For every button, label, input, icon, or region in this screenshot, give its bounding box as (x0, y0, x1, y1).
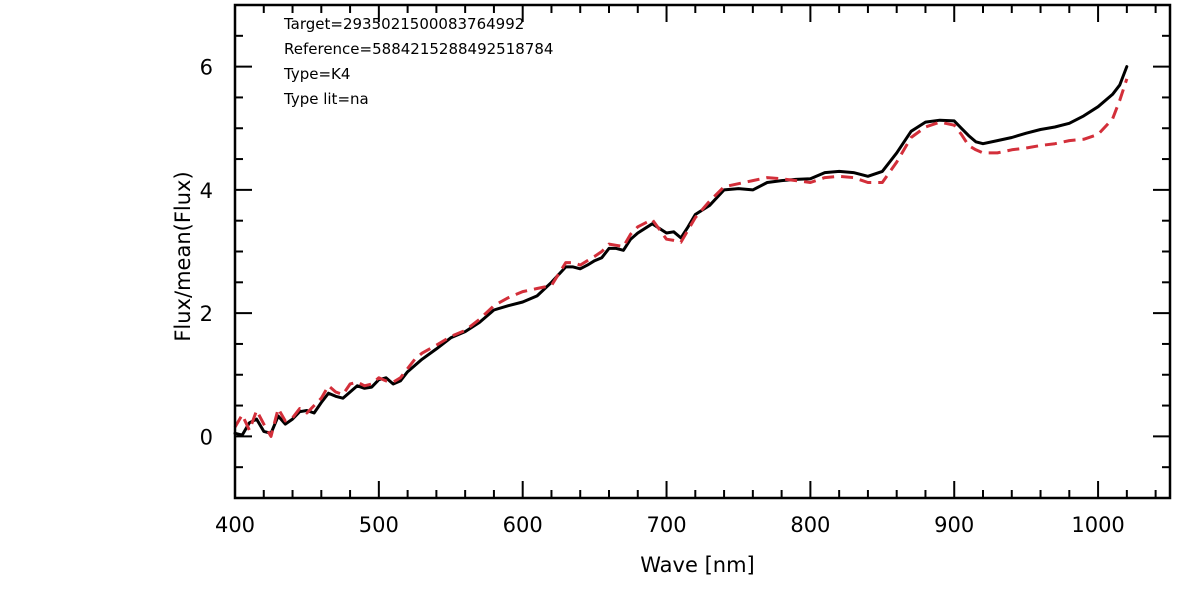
x-tick-label: 1000 (1071, 513, 1124, 537)
x-tick-label: 900 (934, 513, 974, 537)
series-layer (233, 65, 1129, 438)
reference-spectrum-line (233, 78, 1129, 438)
plot-frame (233, 3, 1172, 500)
annotation-line: Type lit=na (283, 90, 369, 108)
y-axis-label: Flux/mean(Flux) (171, 171, 195, 341)
x-tick-label: 600 (503, 513, 543, 537)
x-tick-label: 400 (215, 513, 255, 537)
y-tick-label: 4 (200, 179, 213, 203)
annotation-line: Target=2935021500083764992 (283, 15, 524, 33)
annotation-line: Type=K4 (283, 65, 350, 83)
x-tick-label: 800 (790, 513, 830, 537)
target-spectrum-line (233, 65, 1129, 437)
y-tick-label: 6 (200, 56, 213, 80)
axes-layer (233, 3, 1172, 500)
y-tick-label: 0 (200, 425, 213, 449)
x-tick-label: 500 (359, 513, 399, 537)
x-tick-label: 700 (646, 513, 686, 537)
annotations-layer: Target=2935021500083764992 Reference=5884… (283, 15, 553, 108)
ticks-layer (234, 4, 1170, 499)
annotation-line: Reference=5884215288492518784 (284, 40, 553, 58)
y-tick-label: 2 (200, 302, 213, 326)
tick-labels-layer: 400 500 600 700 800 900 1000 0 2 4 6 (200, 56, 1125, 537)
x-axis-label: Wave [nm] (640, 553, 754, 577)
